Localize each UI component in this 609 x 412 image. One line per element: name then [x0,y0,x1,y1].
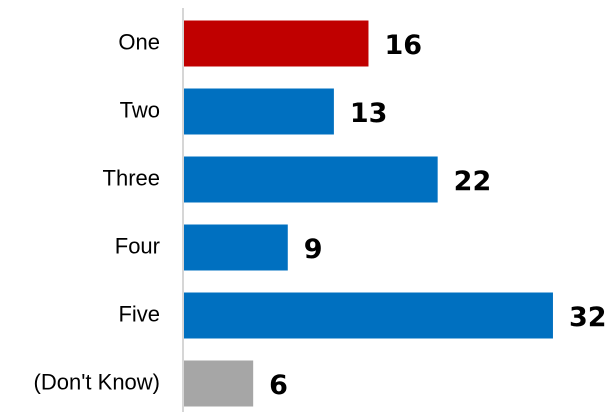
value-label: 13 [350,98,388,129]
value-label: 6 [269,370,288,401]
value-label: 9 [304,234,323,265]
bar [184,224,288,271]
bar [184,292,553,339]
value-label: 16 [384,30,422,61]
category-label: Two [120,97,160,122]
category-label: Five [118,301,160,326]
category-label: Four [115,233,160,258]
bar [184,88,334,135]
category-label: (Don't Know) [34,369,160,394]
bar [184,360,254,407]
bar [184,156,438,203]
value-label: 22 [454,166,492,197]
value-label: 32 [569,302,607,333]
bar [184,20,369,67]
category-label: One [118,29,160,54]
category-label: Three [103,165,160,190]
